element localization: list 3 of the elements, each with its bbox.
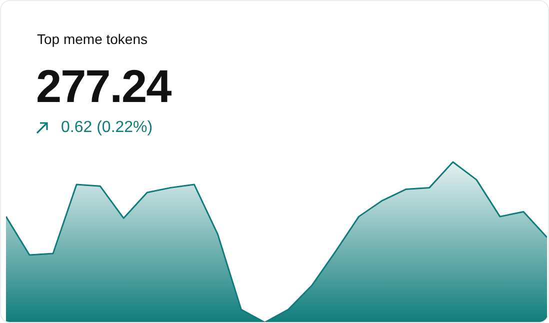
chart-title: Top meme tokens (37, 31, 148, 47)
text: 0.62 (0.22%) (61, 119, 153, 137)
chart-subtitle: 277.24 (36, 59, 171, 113)
